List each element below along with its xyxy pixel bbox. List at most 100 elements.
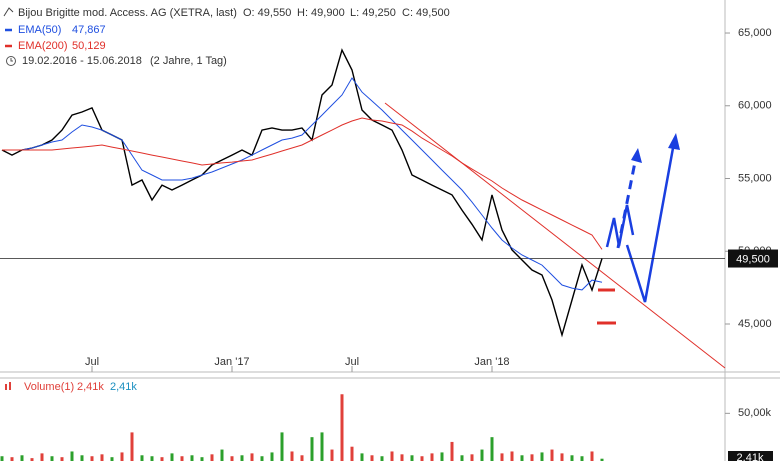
period: (2 Jahre, 1 Tag) [150, 55, 227, 67]
volume-bar [300, 455, 304, 461]
volume-legend-value: 2,41k [77, 381, 104, 393]
volume-last-label: 2,41k [737, 452, 764, 461]
y-tick-label: 55,000 [738, 172, 772, 184]
ema-line [2, 77, 603, 291]
volume-bar [490, 437, 494, 461]
volume-bar [130, 432, 134, 461]
x-tick-label: Jan '18 [474, 356, 509, 368]
volume-bar [410, 455, 414, 461]
legend-label: EMA(200) [18, 40, 68, 52]
volume-bar [110, 457, 114, 461]
volume-bar [250, 453, 254, 461]
volume-legend-value: 2,41k [110, 381, 137, 393]
volume-bar [480, 449, 484, 461]
y-tick-label: 65,000 [738, 27, 772, 39]
volume-bar [510, 451, 514, 461]
projection-solid [625, 147, 675, 303]
y-tick-label: 45,000 [738, 318, 772, 330]
volume-bar [0, 456, 4, 461]
subtitle: 19.02.2016 - 15.06.2018 [22, 55, 142, 67]
volume-bar [80, 455, 84, 461]
volume-bar [160, 457, 164, 461]
legend-swatch [9, 382, 11, 390]
last-price-box [728, 249, 778, 268]
y-tick-label: 50,00k [738, 407, 772, 419]
volume-bar [20, 455, 24, 461]
volume-bar [460, 455, 464, 461]
volume-bar [370, 455, 374, 461]
volume-bar [240, 455, 244, 461]
volume-bar [450, 441, 454, 461]
arrow-head [668, 133, 680, 150]
volume-bar [380, 456, 384, 461]
volume-bar [260, 456, 264, 461]
legend-label: EMA(50) [18, 24, 61, 36]
volume-bar [570, 455, 574, 461]
volume-title: Volume(1) [24, 381, 74, 393]
volume-bar [550, 449, 554, 461]
volume-bar [520, 455, 524, 461]
volume-bar [500, 453, 504, 461]
volume-bar [390, 451, 394, 461]
legend-value: 47,867 [72, 24, 106, 36]
volume-bar [170, 453, 174, 461]
volume-bar [290, 451, 294, 461]
volume-bar [230, 456, 234, 461]
volume-bar [190, 455, 194, 461]
volume-bar [600, 458, 604, 461]
volume-bar [180, 456, 184, 461]
volume-bar [40, 453, 44, 461]
chart-icon [3, 7, 14, 17]
ohlc-high: H: 49,900 [297, 7, 345, 19]
volume-bar [330, 449, 334, 461]
volume-bar [430, 453, 434, 461]
ema-line [2, 117, 603, 250]
clock-icon [10, 58, 13, 62]
volume-bar [400, 454, 404, 461]
volume-bar [580, 456, 584, 461]
volume-bar [590, 451, 594, 461]
volume-bar [10, 457, 14, 461]
volume-bar [270, 452, 274, 461]
volume-bar [420, 456, 424, 461]
volume-bar [210, 454, 214, 461]
ohlc-close: C: 49,500 [402, 7, 450, 19]
volume-bar [150, 456, 154, 461]
volume-bar [540, 452, 544, 461]
y-tick-label: 60,000 [738, 100, 772, 112]
x-tick-label: Jul [345, 356, 359, 368]
volume-bar [470, 454, 474, 461]
volume-bar [560, 453, 564, 461]
volume-bar [140, 455, 144, 461]
volume-bar [340, 394, 344, 461]
volume-bar [440, 452, 444, 461]
clock-icon [6, 56, 16, 66]
volume-bar [350, 446, 354, 461]
volume-bar [360, 453, 364, 461]
volume-bar [30, 458, 34, 461]
volume-bar [220, 449, 224, 461]
volume-last-box [728, 451, 773, 461]
volume-bar [70, 451, 74, 461]
trend-line [384, 102, 726, 369]
x-tick-label: Jan '17 [214, 356, 249, 368]
arrow-head [631, 148, 642, 163]
legend-swatch [5, 384, 7, 390]
volume-bar [530, 454, 534, 461]
last-price-label: 49,500 [736, 253, 770, 265]
volume-bar [50, 456, 54, 461]
volume-bar [200, 457, 204, 461]
x-tick-label: Jul [85, 356, 99, 368]
volume-bar [60, 457, 64, 461]
volume-bar [320, 432, 324, 461]
ohlc-open: O: 49,550 [243, 7, 291, 19]
ohlc-low: L: 49,250 [350, 7, 396, 19]
volume-bar [120, 452, 124, 461]
volume-bar [100, 454, 104, 461]
volume-bar [90, 456, 94, 461]
volume-bar [280, 432, 284, 461]
volume-bar [310, 437, 314, 461]
